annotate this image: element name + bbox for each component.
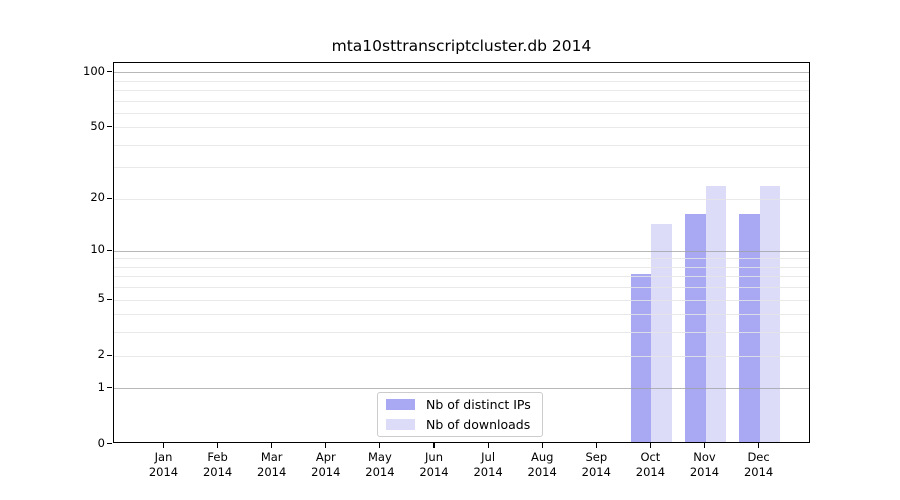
x-tick-label: Aug 2014	[514, 450, 570, 479]
x-tick-label-line: 2014	[527, 464, 557, 479]
y-tick-label: 5	[97, 291, 105, 306]
x-tick-mark	[541, 443, 543, 448]
y-tick-mark	[107, 387, 112, 389]
x-tick-label-line: Apr	[315, 450, 336, 464]
gridline-minor	[114, 144, 809, 146]
legend-label-downloads: Nb of downloads	[426, 417, 531, 432]
x-tick-label-line: Jun	[425, 450, 443, 464]
x-tick-label: Apr 2014	[298, 450, 354, 479]
y-tick-label: 0	[97, 435, 105, 450]
x-tick-mark	[379, 443, 381, 448]
legend-swatch-distinct-ips	[386, 399, 415, 410]
y-tick-mark	[107, 249, 112, 251]
x-tick-label: Jun 2014	[406, 450, 462, 479]
x-tick-label-line: Mar	[260, 450, 283, 464]
x-tick-label-line: Jan	[154, 450, 173, 464]
x-tick-label-line: Nov	[693, 450, 716, 464]
gridline-minor	[114, 80, 809, 82]
x-tick-mark	[433, 443, 435, 448]
gridline-major	[114, 250, 809, 252]
x-tick-label-line: Aug	[530, 450, 554, 464]
legend-label-distinct-ips: Nb of distinct IPs	[426, 397, 531, 412]
y-tick-label: 100	[83, 63, 105, 78]
bar-distinct-ips	[739, 213, 760, 442]
x-tick-label: May 2014	[352, 450, 408, 479]
y-tick-mark	[107, 71, 112, 73]
y-tick-label: 2	[97, 347, 105, 361]
chart-title: mta10sttranscriptcluster.db 2014	[331, 37, 592, 55]
x-tick-label-line: Jul	[481, 450, 496, 464]
y-tick-mark	[107, 197, 112, 199]
gridline-minor	[114, 314, 809, 316]
x-tick-label-line: 2014	[148, 464, 179, 479]
x-tick-label-line: 2014	[473, 464, 503, 479]
x-tick-label: Jul 2014	[460, 450, 516, 479]
bar-distinct-ips	[630, 274, 652, 442]
x-tick-label-line: 2014	[743, 464, 774, 479]
x-tick-label: Mar 2014	[244, 450, 300, 479]
y-tick-mark	[107, 298, 112, 300]
x-tick-mark	[703, 443, 706, 448]
gridline-minor	[114, 127, 809, 129]
gridline-minor	[114, 198, 809, 200]
x-tick-mark	[217, 443, 219, 448]
x-tick-mark	[649, 443, 651, 448]
x-tick-mark	[325, 443, 327, 448]
gridline-minor	[114, 89, 809, 91]
gridline-major	[114, 72, 809, 73]
x-tick-mark	[162, 443, 165, 448]
y-tick-mark	[107, 443, 112, 445]
x-tick-label-line: 2014	[581, 464, 611, 479]
x-tick-label: Nov 2014	[677, 450, 733, 479]
legend-swatch-downloads	[386, 419, 415, 430]
x-tick-label-line: 2014	[689, 464, 720, 479]
x-tick-label: Jan 2014	[136, 450, 192, 479]
x-tick-label-line: 2014	[635, 464, 666, 479]
x-tick-label: Oct 2014	[622, 450, 678, 479]
x-tick-mark	[271, 443, 273, 448]
y-tick-label: 20	[90, 190, 105, 205]
x-tick-mark	[595, 443, 597, 448]
gridline-minor	[114, 167, 809, 169]
gridline-minor	[114, 355, 809, 357]
legend: Nb of distinct IPs Nb of downloads	[377, 392, 543, 437]
legend-item-distinct-ips: Nb of distinct IPs	[386, 397, 534, 412]
x-tick-label-line: May	[368, 450, 392, 464]
plot-area: Nb of distinct IPs Nb of downloads	[113, 62, 810, 443]
x-tick-label: Feb 2014	[190, 450, 246, 479]
x-tick-label: Dec 2014	[731, 450, 787, 479]
x-tick-label-line: Sep	[585, 450, 608, 464]
y-tick-label: 1	[97, 379, 105, 394]
gridline-minor	[114, 332, 809, 334]
y-tick-mark	[107, 126, 112, 128]
x-tick-mark	[487, 443, 489, 448]
y-tick-label: 50	[90, 118, 105, 133]
y-tick-label: 10	[90, 242, 105, 257]
gridline-minor	[114, 100, 809, 102]
x-tick-label-line: Dec	[747, 450, 770, 464]
x-tick-label-line: Oct	[640, 450, 661, 464]
x-tick-label-line: 2014	[257, 464, 287, 479]
x-tick-mark	[758, 443, 760, 448]
x-tick-label-line: 2014	[311, 464, 341, 479]
y-tick-mark	[107, 354, 112, 356]
gridline-minor	[114, 258, 809, 260]
bar-distinct-ips	[685, 213, 706, 442]
gridline-minor	[114, 287, 809, 289]
bar-downloads	[705, 185, 726, 442]
bar-downloads	[759, 185, 781, 442]
x-tick-label-line: 2014	[202, 464, 233, 479]
gridline-minor	[114, 299, 809, 301]
x-tick-label-line: Feb	[207, 450, 228, 464]
x-tick-label-line: 2014	[365, 464, 395, 479]
gridline-major	[114, 388, 809, 390]
gridline-minor	[114, 112, 809, 114]
gridline-minor	[114, 266, 809, 268]
legend-item-downloads: Nb of downloads	[386, 417, 534, 432]
x-tick-label-line: 2014	[419, 464, 449, 479]
x-tick-label: Sep 2014	[568, 450, 624, 479]
gridline-minor	[114, 276, 809, 278]
